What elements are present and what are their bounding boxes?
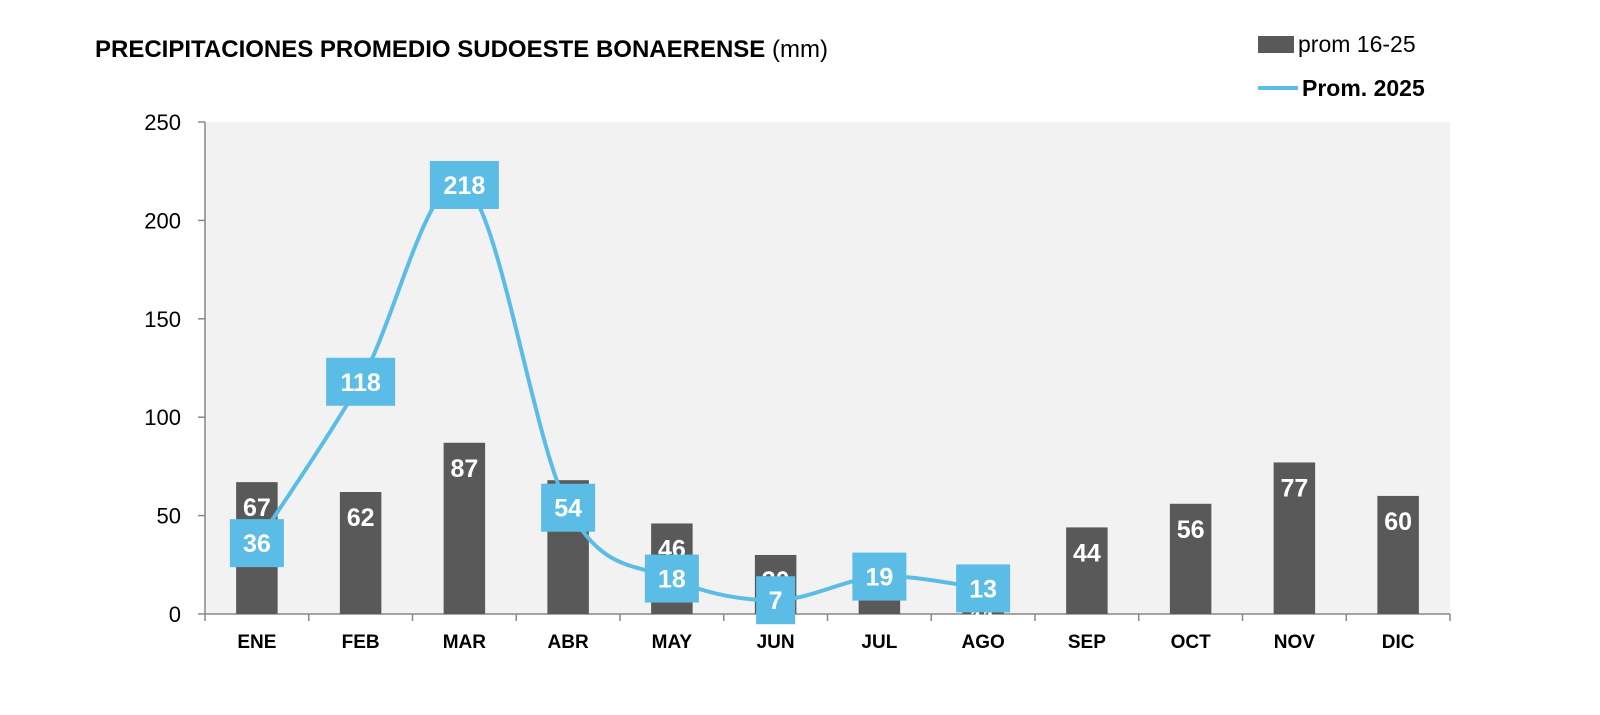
line-data-label: 54 (554, 495, 582, 523)
y-tick-label: 150 (144, 307, 181, 332)
line-data-label-box (644, 554, 699, 603)
line-data-label-box (756, 576, 796, 625)
legend-item-line: Prom. 2025 (1258, 66, 1425, 110)
line-data-label: 19 (865, 564, 893, 592)
legend-label-bars: prom 16-25 (1298, 30, 1416, 57)
x-tick-label: JUL (861, 632, 897, 653)
x-tick-label: MAR (443, 632, 487, 653)
x-tick-label: ENE (237, 632, 276, 653)
bar (1377, 495, 1419, 614)
bar (443, 442, 486, 614)
chart-title: PRECIPITACIONES PROMEDIO SUDOESTE BONAER… (95, 36, 828, 64)
line-data-label-box (541, 483, 596, 532)
x-tick-label: MAY (652, 632, 693, 653)
x-tick-label: SEP (1068, 632, 1106, 653)
y-tick-label: 250 (144, 110, 181, 135)
x-tick-label: ABR (548, 632, 589, 653)
y-tick-label: 100 (144, 405, 181, 430)
legend-swatch-bars (1258, 35, 1294, 53)
bar-data-label: 67 (243, 494, 271, 522)
line-data-label: 18 (658, 566, 686, 594)
bar (1066, 527, 1108, 614)
line-data-label: 13 (969, 575, 997, 603)
y-tick-label: 0 (169, 602, 181, 627)
legend-swatch-line (1258, 86, 1298, 90)
legend: prom 16-25 Prom. 2025 (1258, 22, 1425, 110)
bar-data-label: 56 (1177, 516, 1205, 544)
line-data-label-box (852, 552, 907, 601)
x-tick-label: FEB (342, 632, 380, 653)
bar (339, 491, 382, 614)
legend-label-line: Prom. 2025 (1302, 74, 1425, 101)
plot-area (205, 122, 1450, 614)
legend-item-bars: prom 16-25 (1258, 22, 1425, 66)
bar (1273, 462, 1316, 614)
bar-data-label: 62 (347, 504, 375, 532)
line-data-label: 7 (769, 587, 783, 615)
bar-data-label: 87 (450, 455, 478, 483)
bar-data-label: 44 (1073, 539, 1101, 567)
chart-title-unit: (mm) (771, 36, 828, 63)
x-tick-label: JUN (757, 632, 795, 653)
line-data-label: 118 (340, 369, 380, 397)
y-tick-label: 200 (144, 208, 181, 233)
x-tick-label: AGO (961, 632, 1004, 653)
chart-title-main: PRECIPITACIONES PROMEDIO SUDOESTE BONAER… (95, 36, 766, 63)
y-tick-label: 50 (157, 504, 181, 529)
x-tick-label: NOV (1274, 632, 1316, 653)
line-data-label-box (229, 519, 284, 568)
x-tick-label: OCT (1171, 632, 1212, 653)
line-data-label: 36 (243, 530, 271, 558)
line-data-label-box (956, 564, 1011, 613)
line-data-label-box (326, 357, 396, 406)
bar (1169, 503, 1212, 614)
bar-data-label: 77 (1280, 474, 1308, 502)
line-data-label: 218 (444, 172, 486, 200)
x-tick-label: DIC (1382, 632, 1415, 653)
line-data-label-box (429, 160, 499, 209)
bar-data-label: 60 (1384, 508, 1412, 536)
